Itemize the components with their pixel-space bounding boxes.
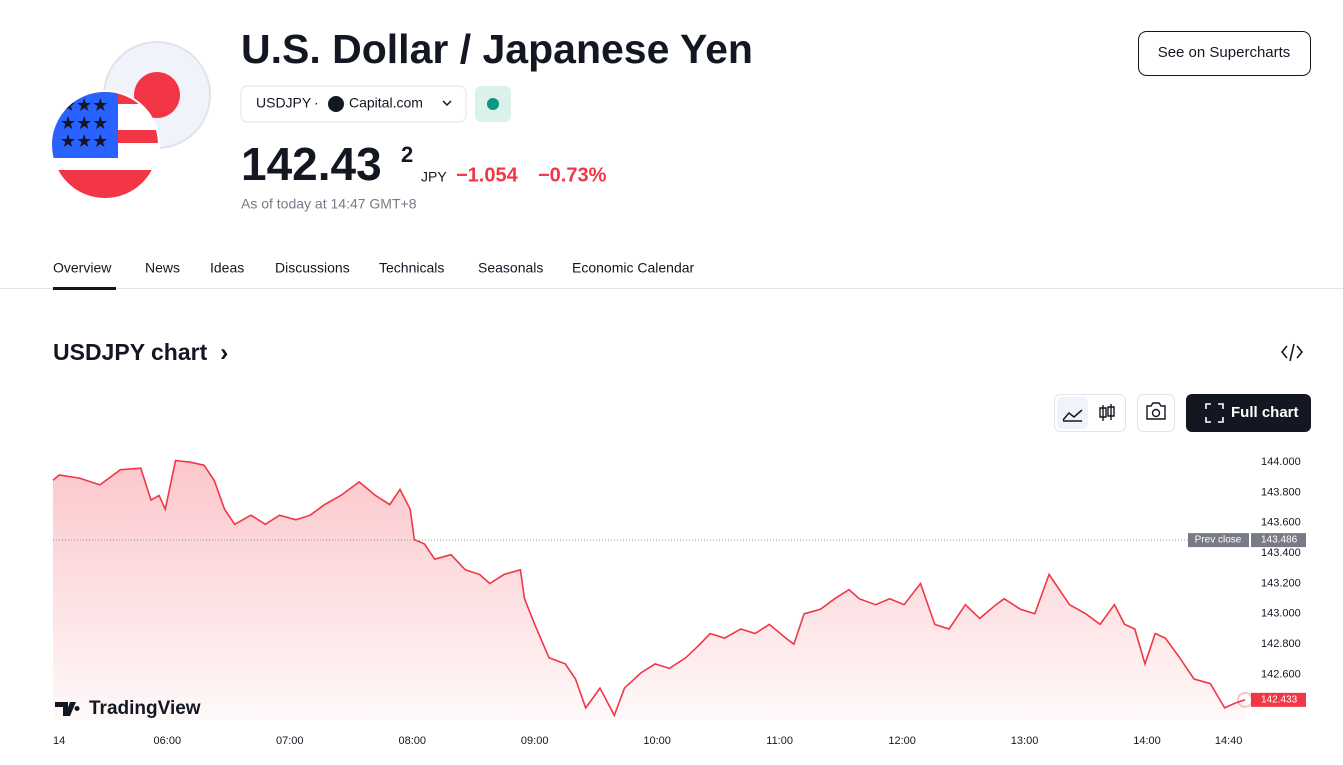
snapshot-button[interactable] — [1137, 394, 1175, 432]
price-digit: 2 — [401, 142, 413, 167]
active-tab-underline — [53, 287, 116, 290]
embed-icon[interactable] — [1280, 343, 1304, 362]
svg-text:★★★: ★★★ — [60, 95, 108, 115]
camera-icon — [1146, 402, 1166, 420]
title: U.S. Dollar / Japanese Yen — [241, 26, 753, 72]
x-tick-label: 14:40 — [1215, 735, 1243, 747]
x-tick-label: 07:00 — [276, 735, 304, 747]
x-tick-label: 10:00 — [643, 735, 671, 747]
section-arrow: › — [220, 339, 228, 367]
supercharts-button[interactable] — [1138, 31, 1311, 76]
area-icon — [1062, 409, 1083, 422]
line — [52, 459, 1246, 718]
price: 142.43 — [241, 138, 382, 190]
y-tick-label: 143.800 — [1261, 486, 1301, 498]
last-price-label: 142.433 — [1261, 694, 1298, 705]
tabs: Overview News Ideas Discussions Technicals Se… — [53, 260, 695, 276]
change-percent: −0.73% — [538, 164, 607, 186]
svg-text:★★★: ★★★ — [60, 131, 108, 151]
y-tick-label: 143.200 — [1261, 577, 1301, 589]
currency: JPY — [421, 169, 447, 185]
x-tick-label: 11:00 — [766, 735, 793, 747]
svg-text:★★★: ★★★ — [60, 113, 108, 133]
supercharts-label: See on Supercharts — [1158, 44, 1291, 61]
x-tick-label: 08:00 — [398, 735, 426, 747]
tab[interactable]: Economic Calendar — [572, 260, 695, 276]
candles-button[interactable] — [1099, 404, 1115, 421]
plot: 142.600 142.800 143.000 143.200 143.400 143.6… — [52, 456, 1306, 747]
last-price-tag — [1251, 692, 1306, 707]
x-tick-label: 06:00 — [154, 735, 182, 747]
tab[interactable]: News — [145, 260, 180, 276]
brand: TradingView — [89, 698, 201, 719]
prev-close-text: Prev close — [1195, 535, 1242, 546]
tab[interactable]: Ideas — [210, 260, 244, 276]
prev-close-value-tag — [1251, 533, 1306, 548]
symbol-selector[interactable] — [240, 85, 467, 123]
x-tick-label: 09:00 — [521, 735, 549, 747]
section-title[interactable]: USDJPY chart — [53, 339, 208, 365]
brand-logo — [55, 702, 80, 716]
currency-icons: ★★★★★★★★★ — [50, 41, 211, 200]
area-style-button[interactable] — [1057, 397, 1088, 429]
y-tick-label: 143.000 — [1261, 608, 1301, 620]
tab[interactable]: Technicals — [379, 260, 444, 276]
y-tick-label: 142.800 — [1261, 638, 1301, 650]
as-of: As of today at 14:47 GMT+8 — [241, 196, 417, 212]
status-dot — [487, 98, 499, 110]
camera-lens — [1151, 408, 1161, 418]
tab[interactable]: Seasonals — [478, 260, 543, 276]
chevron — [442, 100, 452, 107]
area — [53, 460, 1245, 720]
x-tick-label: 14 — [53, 735, 65, 747]
y-tick-label: 142.600 — [1261, 668, 1301, 680]
x-tick-label: 12:00 — [888, 735, 916, 747]
x-tick-label: 14:00 — [1133, 735, 1161, 747]
source-icon — [328, 96, 344, 112]
fullscreen-icon — [1205, 403, 1224, 423]
symbol: USDJPY — [256, 95, 312, 111]
y-tick-label: 144.000 — [1261, 456, 1301, 468]
separator: · — [314, 95, 319, 111]
source: Capital.com — [349, 95, 423, 111]
full-chart-label: Full chart — [1231, 404, 1299, 421]
x-tick-label: 13:00 — [1011, 735, 1039, 747]
change: −1.054 — [456, 164, 519, 186]
prev-close-tag — [1188, 533, 1249, 548]
prev-close-value: 143.486 — [1261, 535, 1298, 546]
full-chart-button[interactable] — [1186, 394, 1311, 432]
y-tick-label: 143.400 — [1261, 547, 1301, 559]
y-tick-label: 143.600 — [1261, 517, 1301, 529]
tab[interactable]: Overview — [53, 260, 112, 276]
tab[interactable]: Discussions — [275, 260, 350, 276]
